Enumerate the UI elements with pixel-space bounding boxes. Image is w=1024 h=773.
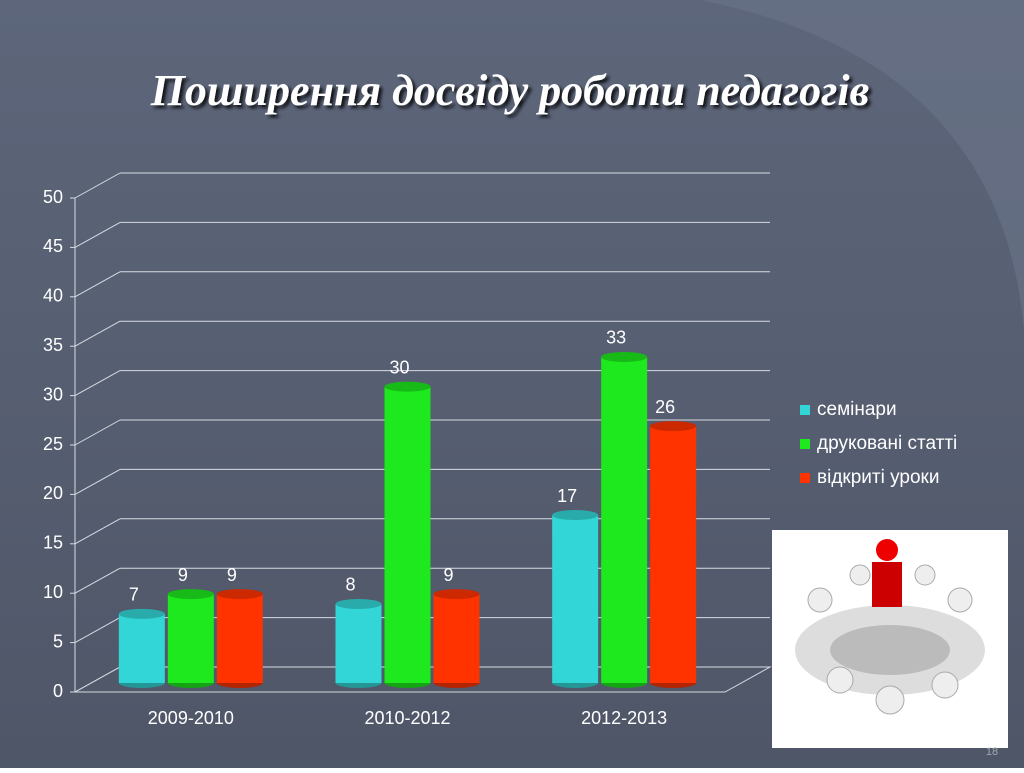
grid-line bbox=[74, 617, 121, 644]
bar bbox=[118, 613, 165, 683]
bar-top bbox=[384, 381, 431, 392]
bar bbox=[433, 594, 480, 683]
y-tick-label: 50 bbox=[43, 187, 63, 207]
y-tick-label: 20 bbox=[43, 483, 63, 503]
grid-line bbox=[74, 370, 121, 397]
slide-title: Поширення досвіду роботи педагогів bbox=[150, 66, 870, 115]
data-label: 9 bbox=[178, 565, 188, 585]
floor bbox=[73, 666, 772, 693]
bar-top bbox=[552, 510, 599, 521]
grid-line bbox=[74, 320, 121, 347]
bar bbox=[384, 386, 431, 683]
bar bbox=[601, 356, 648, 683]
bar-top bbox=[216, 589, 263, 600]
legend-swatch bbox=[800, 473, 810, 483]
legend-swatch bbox=[800, 439, 810, 449]
bar bbox=[552, 515, 599, 683]
grid-line bbox=[74, 468, 121, 495]
data-label: 30 bbox=[389, 357, 409, 377]
legend-label: семінари bbox=[817, 399, 897, 420]
legend-label: відкриті уроки bbox=[817, 467, 939, 488]
grid-line bbox=[74, 518, 121, 545]
bar-top bbox=[433, 589, 480, 600]
data-label: 17 bbox=[557, 486, 577, 506]
y-tick-label: 15 bbox=[43, 533, 63, 553]
data-label: 9 bbox=[227, 565, 237, 585]
bar-top bbox=[335, 598, 382, 609]
photo bbox=[772, 530, 1008, 748]
slide-number: 18 bbox=[986, 746, 998, 758]
y-tick-label: 45 bbox=[43, 236, 63, 256]
y-tick-label: 40 bbox=[43, 286, 63, 306]
data-label: 8 bbox=[345, 575, 355, 595]
bar bbox=[216, 594, 263, 683]
legend-label: друковані статті bbox=[817, 433, 957, 454]
bar bbox=[335, 603, 382, 683]
y-tick-label: 30 bbox=[43, 384, 63, 404]
grid-line bbox=[74, 271, 121, 298]
data-label: 26 bbox=[655, 397, 675, 417]
grid-line bbox=[74, 419, 121, 446]
data-label: 9 bbox=[443, 565, 453, 585]
x-tick-label: 2010-2012 bbox=[364, 708, 450, 728]
y-tick-label: 10 bbox=[43, 582, 63, 602]
bar-top bbox=[118, 608, 165, 619]
bar-top bbox=[650, 421, 697, 432]
decor-curve bbox=[700, 0, 1024, 330]
x-tick-label: 2012-2013 bbox=[581, 708, 667, 728]
legend-swatch bbox=[800, 405, 810, 415]
y-tick-label: 25 bbox=[43, 434, 63, 454]
bar bbox=[650, 426, 697, 683]
grid-line bbox=[74, 567, 121, 594]
y-tick-label: 35 bbox=[43, 335, 63, 355]
data-label: 33 bbox=[606, 328, 626, 348]
bar-top bbox=[167, 589, 214, 600]
bar bbox=[167, 594, 214, 683]
grid-line bbox=[74, 221, 121, 248]
data-label: 7 bbox=[129, 585, 139, 605]
x-tick-label: 2009-2010 bbox=[148, 708, 234, 728]
y-tick-label: 0 bbox=[53, 681, 63, 701]
bar-top bbox=[601, 351, 648, 362]
grid-line bbox=[74, 172, 121, 199]
y-tick-label: 5 bbox=[53, 631, 63, 651]
